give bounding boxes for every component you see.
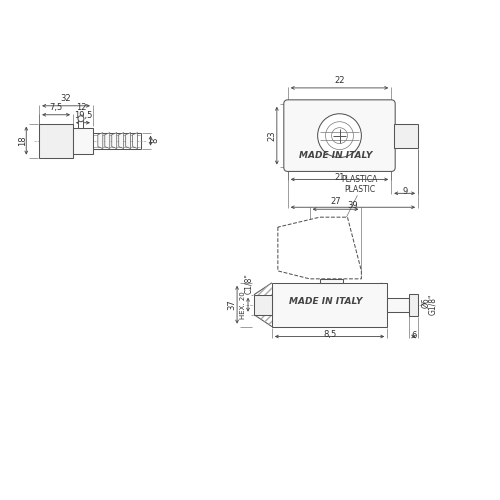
Circle shape [78,116,84,121]
Text: 19,5: 19,5 [74,110,92,120]
Polygon shape [105,132,110,148]
Bar [254,294,272,314]
Text: 23: 23 [268,130,276,141]
Text: MADE IN ITALY: MADE IN ITALY [299,151,372,160]
Text: 21: 21 [334,174,345,182]
Text: 8,5: 8,5 [323,330,336,340]
Polygon shape [98,132,103,148]
Bar [387,298,409,312]
FancyBboxPatch shape [284,100,395,172]
Text: PLASTICA
PLASTIC: PLASTICA PLASTIC [341,175,378,195]
Polygon shape [118,132,124,148]
Circle shape [332,128,347,144]
Text: G1/8": G1/8" [428,294,437,316]
Text: 12: 12 [76,103,86,112]
Text: 7,5: 7,5 [50,103,62,112]
Bar [394,124,418,148]
Text: 27: 27 [330,197,341,206]
Polygon shape [112,132,116,148]
Polygon shape [132,132,138,148]
Text: C1/8": C1/8" [244,273,253,294]
Bar [320,279,344,283]
Text: 9: 9 [402,188,407,196]
Text: Ø6: Ø6 [421,298,430,308]
Bar [254,294,272,314]
Bar [39,124,73,158]
Polygon shape [126,132,130,148]
Bar [73,128,93,154]
Bar [272,283,387,327]
Bar [39,124,73,158]
Bar [39,154,73,158]
Polygon shape [278,217,361,279]
Text: 8: 8 [150,138,159,143]
Bar [78,118,84,128]
Circle shape [318,114,362,158]
Text: 22: 22 [334,76,345,85]
Circle shape [326,122,353,150]
Text: 37: 37 [228,300,236,310]
Text: HEX. 20: HEX. 20 [240,291,246,318]
Text: 6: 6 [411,330,416,340]
Text: 32: 32 [60,94,72,103]
Bar [409,294,418,316]
Text: 18: 18 [18,136,27,146]
Text: MADE IN ITALY: MADE IN ITALY [289,297,362,306]
Text: 39: 39 [348,201,358,210]
